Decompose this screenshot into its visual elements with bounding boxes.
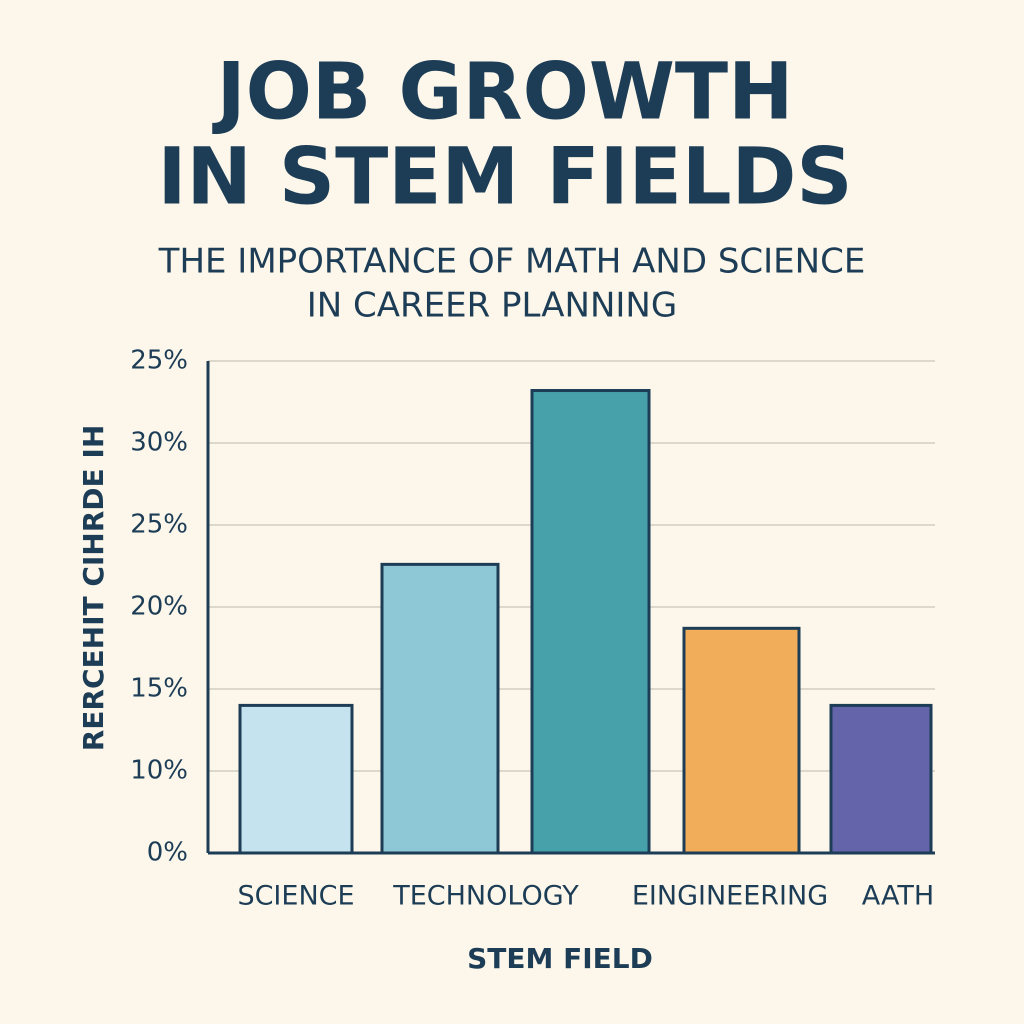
chart-subtitle: THE IMPORTANCE OF MATH AND SCIENCE [158, 242, 866, 282]
x-tick-label: SCIENCE [237, 881, 354, 912]
chart-subtitle: IN CAREER PLANNING [307, 286, 677, 326]
y-tick-label: 20% [130, 592, 188, 622]
y-tick-label: 0% [147, 838, 188, 868]
x-tick-label: EINGINEERING [632, 881, 828, 912]
x-tick-label: AATH [862, 881, 934, 912]
x-axis-label: STEM FIELD [467, 942, 653, 975]
bar [530, 389, 651, 855]
chart-title: JOB GROWTH [212, 47, 794, 137]
y-tick-label: 25% [130, 510, 188, 540]
chart-title: IN STEM FIELDS [157, 132, 852, 222]
y-tick-label: 10% [130, 756, 188, 786]
y-tick-label: 30% [130, 428, 188, 458]
bar [682, 626, 801, 855]
x-tick-label: TECHNOLOGY [392, 881, 579, 912]
y-tick-label: 25% [130, 346, 188, 376]
y-tick-label: 15% [130, 674, 188, 704]
bar [829, 703, 933, 855]
y-axis-label: RERCEHIT CIHRDE IH [77, 425, 110, 752]
bar [380, 562, 500, 855]
bar [238, 703, 354, 855]
